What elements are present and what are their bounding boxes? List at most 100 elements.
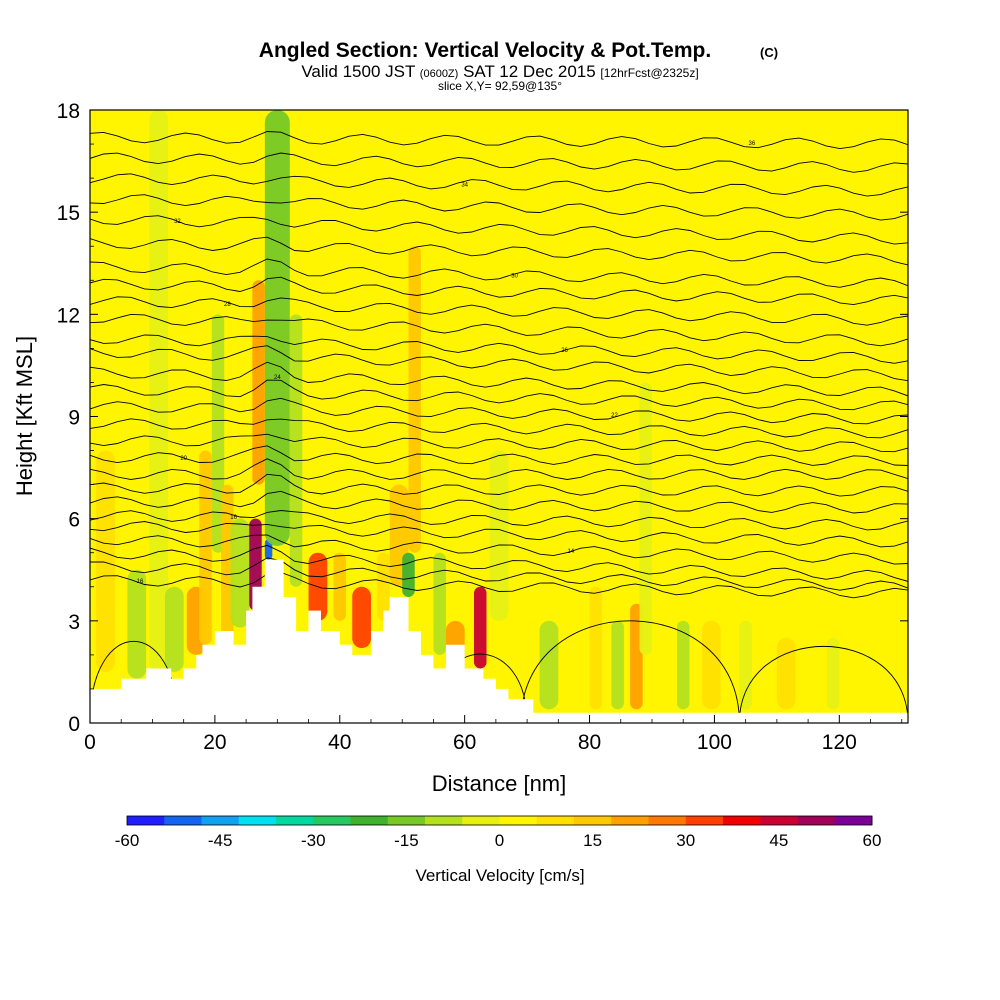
w-band-10 — [252, 280, 265, 485]
colorbar-frame — [126, 815, 873, 826]
w-band-33 — [776, 637, 796, 710]
theta-contour-label-5: 16 — [230, 515, 237, 521]
theta-contour-label-16: 26 — [561, 348, 568, 354]
colorbar-swatch-8 — [425, 816, 463, 825]
chart-subtitle: Valid 1500 JST (0600Z) SAT 12 Dec 2015 [… — [301, 62, 698, 81]
colorbar-swatch-12 — [574, 816, 612, 825]
y-tick-label-15: 15 — [57, 202, 80, 225]
colorbar-tick-0: -60 — [115, 831, 140, 850]
theta-contour-18 — [90, 296, 908, 326]
colorbar-swatch-10 — [499, 816, 538, 825]
chart-title-units: (C) — [760, 45, 778, 60]
theta-contour-17 — [90, 313, 908, 347]
colorbar-swatch-1 — [164, 816, 202, 825]
theta-contour-6 — [90, 490, 908, 514]
theta-contour-13 — [90, 379, 908, 411]
theta-contour-label-20: 30 — [511, 273, 518, 279]
colorbar-label: Vertical Velocity [cm/s] — [415, 866, 584, 885]
theta-contour-25 — [90, 152, 908, 173]
x-tick-label-60: 60 — [453, 731, 476, 754]
x-tick-label-80: 80 — [578, 731, 601, 754]
theta-contour-label-22: 32 — [174, 219, 181, 225]
theta-contour-label-0: 16 — [137, 579, 144, 585]
theta-contour-15 — [90, 345, 908, 382]
theta-contour-2 — [90, 544, 908, 582]
colorbar-swatch-16 — [723, 816, 761, 825]
colorbar-swatch-9 — [462, 816, 500, 825]
theta-contour-3 — [90, 534, 908, 565]
theta-contour-7 — [90, 473, 908, 497]
w-band-23 — [474, 586, 487, 669]
x-tick-label-0: 0 — [84, 731, 96, 754]
colorbar-tick-8: 60 — [863, 831, 882, 850]
theta-contour-16 — [90, 334, 908, 364]
theta-contour-label-12: 22 — [611, 413, 618, 419]
theta-contour-label-9: 20 — [180, 456, 187, 462]
subtitle-forecast: [12hrFcst@2325z] — [600, 66, 698, 80]
w-band-27 — [611, 620, 624, 710]
w-band-17 — [377, 552, 390, 621]
colorbar-swatch-2 — [201, 816, 240, 825]
w-band-24 — [489, 450, 509, 621]
colorbar-tick-1: -45 — [208, 831, 233, 850]
w-band-11 — [264, 539, 273, 560]
terrain — [90, 559, 908, 723]
colorbar-swatch-14 — [648, 816, 687, 825]
colorbar-tick-4: 0 — [495, 831, 504, 850]
theta-contour-11 — [90, 418, 908, 439]
w-band-0 — [96, 450, 115, 672]
w-band-26 — [589, 586, 603, 710]
x-tick-label-100: 100 — [697, 731, 732, 754]
y-axis-label: Height [Kft MSL] — [12, 336, 37, 496]
w-band-34 — [826, 637, 840, 710]
theta-contour-12 — [90, 397, 908, 425]
subtitle-date: SAT 12 Dec 2015 — [463, 62, 596, 81]
w-band-12 — [264, 110, 290, 546]
theta-contour-5 — [90, 510, 908, 531]
theta-contour-8 — [90, 458, 908, 480]
x-tick-label-20: 20 — [203, 731, 226, 754]
colorbar-swatch-0 — [127, 816, 165, 825]
theta-contour-0 — [90, 571, 908, 599]
theta-contour-23 — [90, 194, 908, 221]
x-tick-label-120: 120 — [822, 731, 857, 754]
theta-contour-10 — [90, 433, 908, 453]
theta-contour-label-18: 28 — [224, 302, 231, 308]
w-band-5 — [199, 450, 212, 645]
subtitle-utc: (0600Z) — [420, 68, 459, 80]
theta-contour-19 — [90, 276, 908, 306]
theta-contour-26 — [90, 131, 908, 150]
plot-area: 16 14 16 20 22 24 26 28 30 32 34 36 — [90, 110, 908, 723]
colorbar-swatch-3 — [238, 816, 277, 825]
subtitle-valid: Valid 1500 JST — [301, 62, 415, 81]
w-band-3 — [164, 586, 184, 672]
w-band-16 — [352, 586, 371, 649]
w-band-21 — [433, 552, 446, 655]
colorbar-tick-6: 30 — [676, 831, 695, 850]
w-band-2 — [149, 110, 169, 672]
theta-contour-label-24: 34 — [461, 182, 468, 188]
colorbar-swatch-19 — [834, 816, 873, 825]
colorbar-tick-3: -15 — [394, 831, 419, 850]
theta-contour-22 — [90, 215, 908, 245]
colorbar-swatch-6 — [350, 816, 389, 825]
theta-contour-14 — [90, 361, 908, 397]
w-band-31 — [701, 620, 721, 710]
colorbar-tick-2: -30 — [301, 831, 326, 850]
colorbar: -60 -45 -30 -15 0 15 30 45 60 — [115, 815, 882, 850]
theta-contour-label-3: 14 — [567, 549, 574, 555]
w-band-15 — [333, 552, 347, 621]
low-contour-2 — [520, 620, 740, 723]
colorbar-swatch-18 — [797, 816, 836, 825]
w-band-1 — [127, 569, 147, 679]
theta-contour-20 — [90, 258, 908, 288]
y-tick-label-9: 9 — [68, 407, 80, 430]
colorbar-swatch-15 — [685, 816, 724, 825]
theta-contour-label-14: 24 — [274, 375, 281, 381]
colorbar-swatch-13 — [611, 816, 649, 825]
colorbar-swatch-11 — [536, 816, 575, 825]
chart-title: Angled Section: Vertical Velocity & Pot.… — [259, 39, 711, 62]
y-tick-label-6: 6 — [68, 509, 80, 532]
